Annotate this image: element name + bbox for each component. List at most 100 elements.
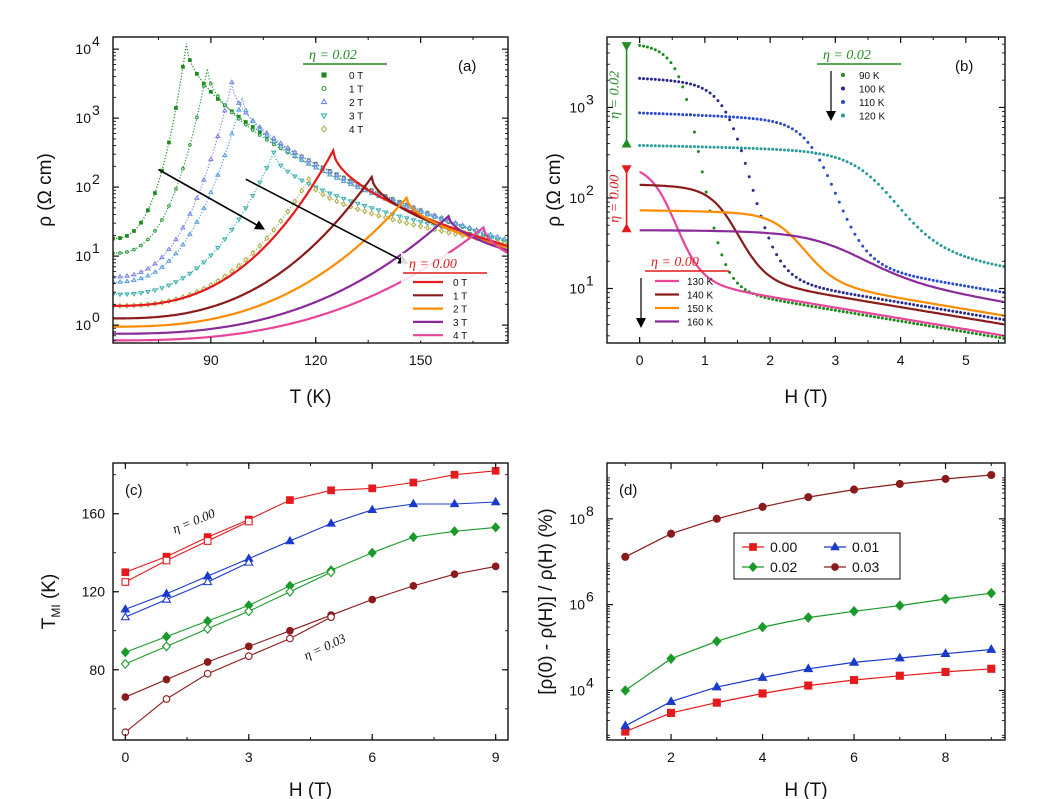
legend-label: 2 T bbox=[453, 305, 467, 316]
data-point bbox=[982, 314, 986, 318]
data-point bbox=[771, 147, 775, 151]
data-point bbox=[487, 231, 494, 237]
data-point bbox=[959, 253, 963, 257]
data-point bbox=[166, 283, 172, 289]
x-tick-label: 0 bbox=[636, 352, 644, 368]
data-point bbox=[657, 78, 661, 82]
data-point bbox=[735, 281, 739, 285]
data-point bbox=[649, 77, 653, 81]
data-point bbox=[313, 186, 319, 193]
data-point bbox=[908, 302, 912, 306]
data-point bbox=[919, 229, 923, 233]
data-point bbox=[987, 470, 996, 480]
data-point bbox=[931, 306, 935, 310]
data-point bbox=[657, 112, 661, 116]
data-point bbox=[452, 220, 459, 226]
data-point bbox=[174, 187, 178, 191]
data-point bbox=[214, 133, 221, 138]
y-axis-title: ρ (Ω cm) bbox=[544, 153, 565, 227]
data-point bbox=[138, 275, 144, 281]
legend-label: 0.02 bbox=[770, 559, 797, 575]
data-point bbox=[173, 236, 179, 242]
data-point bbox=[837, 290, 841, 294]
series-line bbox=[125, 565, 496, 698]
data-point bbox=[978, 259, 982, 263]
series-line bbox=[639, 170, 1004, 337]
data-point bbox=[818, 306, 822, 310]
data-point bbox=[963, 330, 967, 334]
legend-title: η = 0.02 bbox=[309, 48, 357, 63]
x-tick-label: 4 bbox=[759, 749, 767, 765]
data-point bbox=[229, 110, 234, 115]
legend-label: 0.00 bbox=[770, 539, 797, 555]
data-point bbox=[853, 232, 857, 236]
data-point bbox=[810, 283, 814, 287]
data-point bbox=[826, 153, 830, 157]
data-point bbox=[256, 126, 263, 131]
data-point bbox=[951, 250, 955, 254]
data-point bbox=[829, 182, 833, 186]
data-point bbox=[873, 178, 877, 182]
data-point bbox=[888, 317, 892, 321]
data-point bbox=[716, 114, 720, 118]
data-point bbox=[685, 113, 689, 117]
data-point bbox=[841, 209, 845, 213]
y-tick-label: 10 bbox=[75, 110, 91, 126]
legend-marker bbox=[830, 541, 840, 551]
data-point bbox=[986, 315, 990, 319]
y-tick-exponent: 4 bbox=[586, 674, 594, 690]
panel-label: (c) bbox=[125, 482, 143, 499]
data-point bbox=[833, 155, 837, 159]
data-point bbox=[665, 112, 669, 116]
data-point bbox=[837, 309, 841, 313]
data-point bbox=[446, 229, 452, 236]
data-point bbox=[739, 285, 743, 289]
data-point bbox=[759, 117, 763, 121]
data-point bbox=[146, 208, 150, 213]
data-point bbox=[117, 278, 123, 284]
y-tick-label: 10 bbox=[75, 317, 91, 333]
data-point bbox=[896, 204, 900, 208]
y-tick-label: 10 bbox=[569, 280, 585, 296]
data-point bbox=[747, 175, 751, 179]
data-point bbox=[806, 150, 810, 154]
panel-label: (a) bbox=[458, 58, 476, 75]
legend-label: 3 T bbox=[349, 112, 363, 123]
data-point bbox=[833, 308, 837, 312]
data-point bbox=[951, 282, 955, 286]
data-point bbox=[638, 76, 642, 80]
data-point bbox=[829, 288, 833, 292]
data-point bbox=[798, 278, 802, 282]
legend-label: 0.01 bbox=[852, 539, 879, 555]
data-point bbox=[884, 298, 888, 302]
data-point bbox=[677, 75, 681, 79]
data-point bbox=[666, 653, 676, 665]
data-point bbox=[382, 210, 389, 216]
legend-label: 100 K bbox=[859, 85, 885, 96]
legend-marker bbox=[831, 563, 839, 571]
data-point bbox=[638, 43, 642, 47]
data-point bbox=[892, 268, 896, 272]
data-point bbox=[187, 231, 193, 236]
data-point bbox=[963, 311, 967, 315]
data-point bbox=[755, 202, 759, 206]
data-point bbox=[876, 260, 880, 264]
data-point bbox=[673, 112, 677, 116]
data-point bbox=[642, 77, 646, 81]
data-point bbox=[161, 631, 172, 642]
data-point bbox=[806, 282, 810, 286]
data-point bbox=[334, 198, 340, 205]
data-point bbox=[333, 175, 340, 180]
data-point bbox=[685, 81, 689, 85]
data-point bbox=[939, 326, 943, 330]
data-point bbox=[354, 201, 361, 207]
data-point bbox=[943, 308, 947, 312]
data-point bbox=[167, 204, 171, 208]
data-point bbox=[849, 675, 859, 685]
data-point bbox=[959, 283, 963, 287]
data-point bbox=[970, 285, 974, 289]
legend-label: 3 T bbox=[453, 318, 467, 329]
data-point bbox=[767, 147, 771, 151]
y-tick-exponent: 1 bbox=[92, 240, 100, 256]
data-point bbox=[250, 249, 256, 257]
